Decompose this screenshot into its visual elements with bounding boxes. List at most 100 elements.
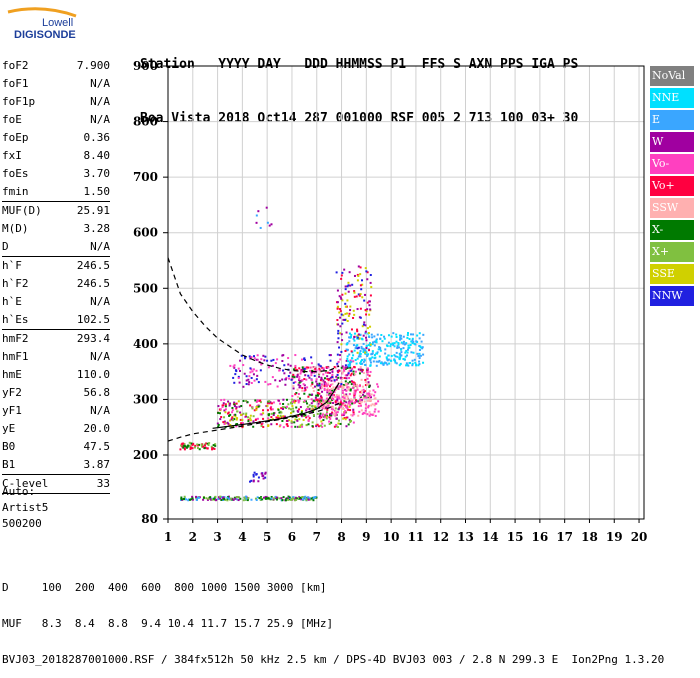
echo-point [256,406,259,409]
echo-point [344,404,347,407]
echo-point [327,379,330,382]
echo-point [219,497,222,500]
echo-point [202,496,205,499]
echo-point [352,316,355,319]
echo-point [356,334,359,337]
echo-point [267,383,270,386]
echo-point [349,403,352,406]
x-tick-label: 17 [556,530,573,544]
echo-point [298,397,301,400]
echo-point [214,443,217,446]
echo-point [337,387,340,390]
echo-point [316,384,319,387]
echo-point [399,356,402,359]
echo-point [279,416,282,419]
echo-point [341,339,344,342]
logo-text-lowell: Lowell [42,17,73,29]
param-label: M(D) [2,222,29,235]
echo-point [311,421,314,424]
echo-point [287,363,290,366]
echo-point [344,305,347,308]
echo-point [347,314,350,317]
param-value: 246.5 [76,259,110,272]
echo-point [354,347,357,350]
echo-point [257,476,260,479]
echo-point [357,414,360,417]
echo-point [334,401,337,404]
echo-point [319,365,322,368]
echo-point [350,350,353,353]
echo-point [339,358,342,361]
echo-point [279,402,282,405]
echo-point [323,399,326,402]
echo-point [355,362,358,365]
echo-point [259,413,262,416]
echo-point [370,396,373,399]
echo-point [356,328,359,331]
polarization-legend: NoVal NNE E W Vo- Vo+ SSW X- X+ SSE NNW [650,66,694,308]
echo-point [411,359,414,362]
echo-point [323,377,326,380]
echo-point [258,497,261,500]
echo-point [223,423,226,426]
echo-point [341,407,344,410]
param-row: yF1 N/A [2,402,110,420]
echo-point [368,397,371,400]
echo-point [356,351,359,354]
echo-point [366,327,369,330]
param-value: 293.4 [76,332,110,345]
echo-point [278,425,281,428]
echo-point [188,444,191,447]
echo-point [270,223,273,226]
echo-point [343,318,346,321]
param-label: B1 [2,458,16,471]
echo-point [317,389,320,392]
echo-point [256,399,259,402]
param-label: foF2 [2,59,29,72]
echo-point [400,351,403,354]
echo-point [256,358,259,361]
echo-point [404,351,407,354]
echo-point [296,497,299,500]
echo-point [328,390,331,393]
echo-point [337,376,340,379]
echo-point [349,366,352,369]
echo-point [332,408,335,411]
station-header: Station YYYY DAY DDD HHMMSS P1 FFS S AXN… [140,20,578,146]
auto-scaling-info: Auto: Artist5 500200 [2,484,48,532]
echo-point [403,343,406,346]
echo-point [237,499,240,502]
echo-point [318,367,321,370]
echo-point [217,423,220,426]
echo-point [349,388,352,391]
echo-point [229,419,232,422]
echo-point [288,419,291,422]
param-label: foEp [2,131,29,144]
echo-point [245,379,248,382]
solid-trace [212,382,340,429]
echo-point [371,413,374,416]
echo-point [348,271,351,274]
echo-point [311,393,314,396]
echo-point [234,415,237,418]
echo-point [217,425,220,428]
echo-point [398,358,401,361]
echo-point [365,346,368,349]
echo-point [346,299,349,302]
echo-point [374,391,377,394]
echo-point [239,359,242,362]
echo-point [368,411,371,414]
echo-point [364,384,367,387]
echo-point [358,399,361,402]
echo-point [400,337,403,340]
echo-point [308,376,311,379]
footer-file-info: BVJ03_2018287001000.RSF / 384fx512h 50 k… [2,653,665,666]
echo-point [411,342,414,345]
echo-point [212,444,215,447]
echo-point [256,354,259,357]
echo-point [373,344,376,347]
echo-point [319,412,322,415]
echo-point [362,391,365,394]
param-separator [2,493,110,494]
echo-point [345,377,348,380]
